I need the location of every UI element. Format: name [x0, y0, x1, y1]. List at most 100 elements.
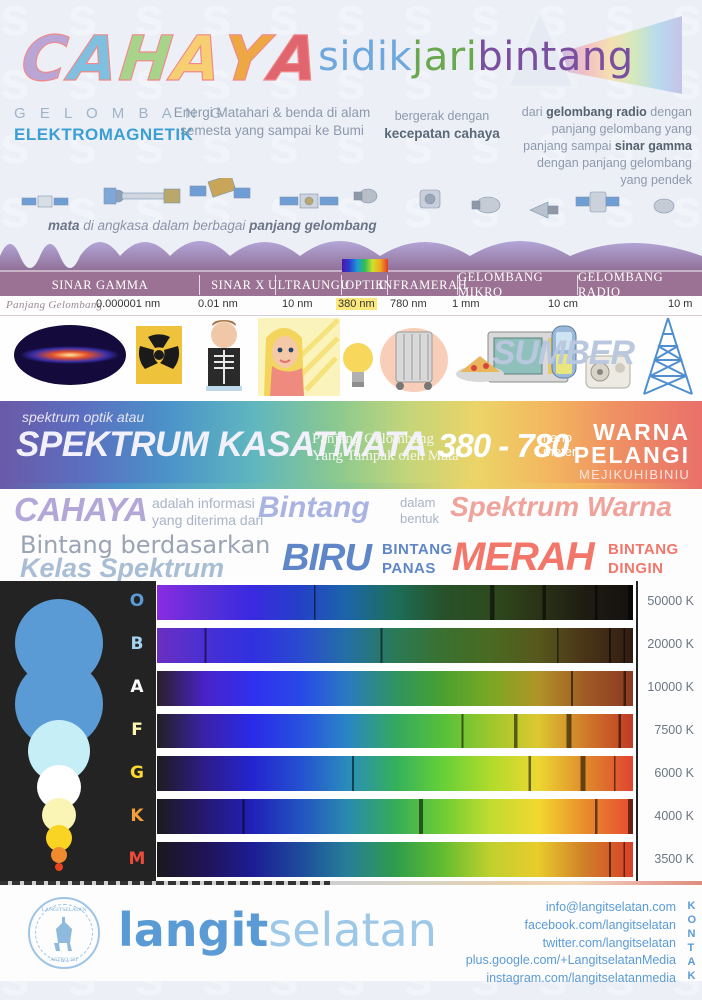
warna-line2: PELANGI [573, 442, 690, 469]
contact-list: info@langitselatan.com facebook.com/langi… [466, 899, 676, 988]
footer-divider [0, 881, 702, 885]
dalam-line2: bentuk [400, 510, 440, 526]
intro-radio-bold: gelombang radio [546, 105, 647, 119]
em-band-label: Optik [345, 277, 385, 292]
svg-text:ASTRO 101: ASTRO 101 [50, 957, 78, 963]
langitselatan-seal-logo: LANGITSELATAN ASTRO 101 [28, 897, 100, 969]
em-band-ultraungu[interactable]: Ultraungu [268, 272, 349, 298]
contact-line[interactable]: facebook.com/langitselatan [524, 917, 676, 932]
temperature-label-O: 50000 K [647, 594, 694, 609]
stellar-spectrum-G[interactable] [156, 755, 634, 793]
langitselatan-wordmark: langitselatan [118, 903, 437, 957]
em-band-optik[interactable]: Optik [342, 272, 388, 298]
temperature-label-K: 4000 K [654, 808, 694, 823]
spectral-class-letter-K: K [130, 805, 144, 826]
wavelength-tick: 0.000001 nm [96, 298, 161, 310]
spectrum-headline: SPEKTRUM KASATMATA [16, 425, 427, 464]
spectrum-sub-line1: Panjang Gelombang [312, 431, 435, 447]
kontak-letter: K [687, 900, 696, 912]
em-sources-row: SUMBER [0, 316, 702, 401]
star-disc-extra [55, 862, 63, 871]
stellar-spectrum-O[interactable] [156, 584, 634, 621]
contact-line[interactable]: info@langitselatan.com [545, 900, 676, 914]
kontak-letter: A [687, 956, 696, 969]
radio-receiver-icon [585, 346, 635, 389]
stellar-spectrum-K[interactable] [156, 798, 634, 836]
em-band-gelombang-mikro[interactable]: Gelombang mikro [458, 270, 578, 299]
wavelength-tick: 1 mm [452, 298, 480, 310]
spectral-class-letter-G: G [130, 762, 144, 783]
page-title: CAHAYA [18, 21, 325, 95]
intro-gelombang-label: G E L O M B A N G [14, 105, 227, 122]
temperature-label-M: 3500 K [654, 851, 694, 866]
stellar-spectrum-A[interactable] [156, 669, 634, 707]
contact-line[interactable]: instagram.com/langitselatanmedia [486, 971, 676, 985]
subtitle-word: bintang [477, 34, 634, 80]
spectral-class-letter-M: M [128, 848, 146, 869]
seal-horse-icon: LANGITSELATAN ASTRO 101 [42, 907, 86, 963]
wave-graphic [0, 241, 702, 274]
wavelength-tick: 10 nm [282, 298, 313, 310]
wavelength-tick: 380 nm [336, 298, 377, 310]
satellite-wave-zone: mata di angkasa dalam berbagai panjang g… [0, 178, 702, 274]
subtitle-word: jari [412, 34, 478, 80]
intro-bergerak-label: bergerak dengan [394, 109, 490, 123]
poster-header: CAHAYA sidik jari bintang [0, 0, 702, 100]
statement-merah: MERAH [452, 535, 595, 579]
title-letter: A [266, 21, 325, 95]
wavelength-tick: 10 cm [548, 298, 578, 310]
statement-bintang-berdasarkan: Bintang berdasarkan [20, 531, 271, 559]
contact-line[interactable]: plus.google.com/+LangitselatanMedia [465, 953, 676, 968]
intro-col-electromagnetic: G E L O M B A N G ELEKTROMAGNETIK [14, 104, 227, 147]
adalah-line1: adalah informasi [152, 495, 255, 511]
temperature-column: 50000 K 20000 K 10000 K 7500 K 6000 K 4000 K 3… [638, 581, 702, 881]
spectrum-unit-line1: nano [543, 430, 572, 445]
spectral-class-letter-B: B [130, 634, 144, 655]
em-band-gelombang-radio[interactable]: Gelombang radio [578, 270, 702, 299]
mejikuhibiniu-label: MEJIKUHIBINIU [579, 466, 690, 482]
em-band-label: Ultraungu [267, 277, 351, 292]
mobile-phone-icon [551, 325, 577, 379]
title-letter: A [169, 21, 228, 95]
em-band-inframerah[interactable]: Inframerah [379, 272, 467, 298]
heater-infrared-icon [380, 328, 448, 392]
page-subtitle: sidik jari bintang [318, 34, 634, 80]
spectral-class-letter-A: A [130, 677, 144, 698]
svg-text:LANGITSELATAN: LANGITSELATAN [42, 907, 86, 913]
visible-spectrum-banner: spektrum optik atau SPEKTRUM KASATMATA P… [0, 401, 702, 483]
statement-adalah: adalah informasi yang diterima dari [152, 495, 263, 529]
em-band-label: Gelombang radio [578, 270, 664, 299]
spectrum-range-value: 380 - 780 [438, 427, 569, 464]
intro-col-speed: bergerak dengan kecepatan cahaya [382, 108, 502, 143]
contact-line[interactable]: twitter.com/langitselatan [542, 935, 676, 950]
xray-body-icon [206, 320, 242, 391]
prism-rainbow-icon [502, 8, 682, 94]
title-letter: A [65, 21, 124, 95]
em-band-label: Sinar Gamma [51, 277, 149, 292]
stellar-spectrum-B[interactable] [156, 626, 634, 664]
em-band-label: Inframerah [378, 277, 468, 292]
bintang-panas-line2: PANAS [382, 559, 436, 577]
spectrum-unit: nano meter [543, 430, 576, 460]
stellar-spectrum-M[interactable] [156, 841, 634, 878]
sun-uv-person-icon [258, 318, 340, 396]
wavelength-row-title: Panjang Gelombang [6, 299, 103, 311]
statement-cahaya: CAHAYA [14, 491, 148, 528]
bintang-dingin-line2: DINGIN [608, 559, 664, 577]
satellite-icons-group [21, 178, 675, 219]
spectrum-subtitle: Panjang Gelombang Yang Tampak oleh Mata [312, 431, 459, 466]
light-bulb-icon [343, 343, 373, 387]
kontak-letter: O [687, 914, 696, 927]
intro-kecepatan-label: kecepatan cahaya [384, 125, 500, 141]
adalah-line2: yang diterima dari [152, 511, 264, 528]
temperature-label-F: 7500 K [654, 723, 694, 737]
em-band-sinar-x[interactable]: Sinar X [200, 272, 276, 298]
rainbow-color-label: WARNA PELANGI MEJIKUHIBINIU [573, 420, 690, 482]
spectral-class-letter-F: F [131, 720, 143, 740]
em-band-sinar-gamma[interactable]: Sinar Gamma [0, 272, 200, 298]
logo-langit: langit [118, 903, 269, 957]
temperature-label-B: 20000 K [647, 637, 694, 652]
stellar-spectrum-F[interactable] [156, 712, 634, 750]
intro-col-energy: Energi Matahari & benda di alam semesta … [173, 105, 371, 139]
